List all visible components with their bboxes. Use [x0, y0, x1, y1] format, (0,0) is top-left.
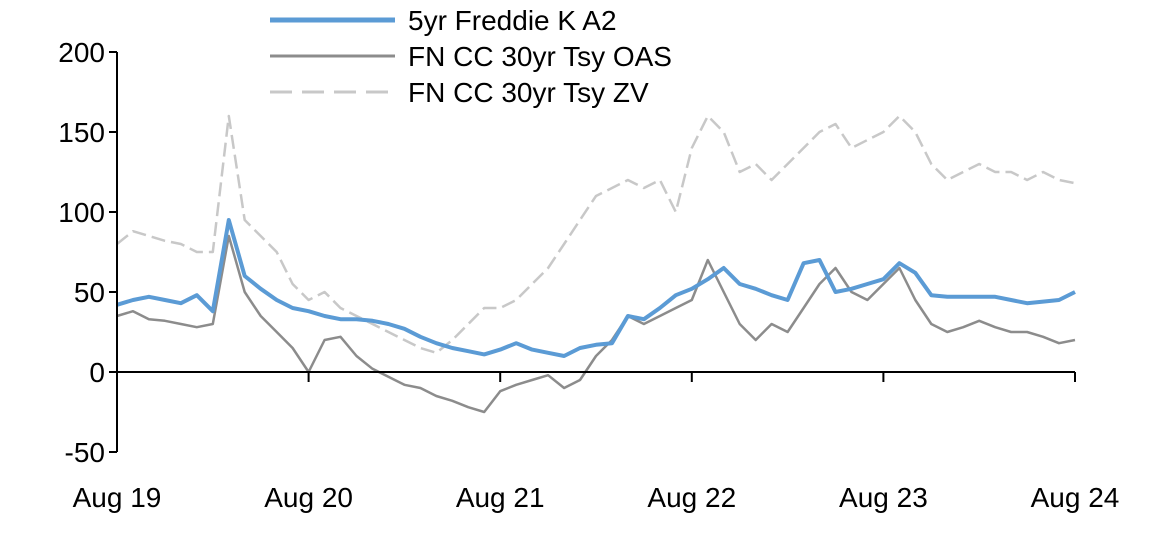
legend-label-2: FN CC 30yr Tsy ZV	[408, 77, 649, 108]
y-tick-label: 0	[89, 357, 105, 388]
y-tick-label: 200	[58, 37, 105, 68]
x-tick-label: Aug 21	[456, 482, 545, 513]
y-tick-label: 100	[58, 197, 105, 228]
series-line-1	[116, 234, 1076, 414]
x-tick-label: Aug 20	[264, 482, 353, 513]
legend-label-0: 5yr Freddie K A2	[408, 5, 617, 36]
x-tick-label: Aug 23	[839, 482, 928, 513]
legend: 5yr Freddie K A2 FN CC 30yr Tsy OAS FN CC …	[270, 5, 672, 108]
x-tick-label: Aug 22	[647, 482, 736, 513]
axes: 200 150 100 50 0 -50 Aug 19 Aug 20 Aug 21 Aug 22 A…	[58, 37, 1119, 513]
legend-label-1: FN CC 30yr Tsy OAS	[408, 41, 672, 72]
y-tick-label: 50	[74, 277, 105, 308]
series-layer	[116, 114, 1076, 414]
y-tick-label: -50	[65, 437, 105, 468]
series-line-0	[116, 218, 1076, 358]
series-line-2	[116, 114, 1076, 355]
y-tick-label: 150	[58, 117, 105, 148]
x-tick-label: Aug 19	[73, 482, 162, 513]
x-tick-label: Aug 24	[1031, 482, 1120, 513]
